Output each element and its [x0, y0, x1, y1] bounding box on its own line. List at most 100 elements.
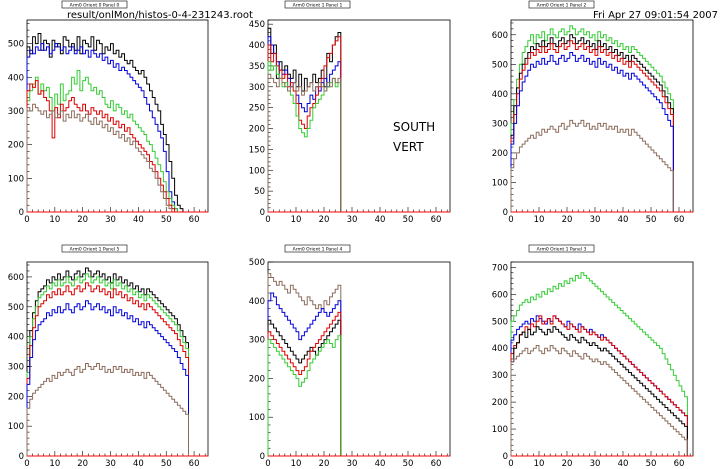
y-tick-label: 200	[8, 392, 24, 402]
timestamp-label: Fri Apr 27 09:01:54 2007	[593, 10, 719, 21]
histogram-series-red	[267, 311, 342, 456]
histogram-panel-4: Arm0 Orient 1 Panel 4 0 10 20 30 40 50 60 0 100 20…	[249, 244, 451, 469]
histogram-panel-0: Arm0 Orient 0 Panel 0 0 10 20 30 40 50 60 0 100 20…	[8, 0, 209, 225]
y-tick-label: 500	[249, 258, 265, 268]
histogram-series-green	[510, 272, 691, 457]
x-tick-label: 0	[508, 215, 513, 225]
histogram-series-brown	[510, 119, 691, 213]
y-tick-label: 100	[492, 178, 508, 188]
y-tick-label: 500	[8, 303, 24, 313]
histogram-series-blue	[510, 52, 691, 213]
x-tick-label: 50	[161, 215, 172, 225]
histogram-series-red	[510, 40, 691, 213]
x-tick-label: 40	[133, 459, 144, 469]
detector-label-line1: SOUTH	[393, 120, 436, 134]
x-tick-label: 60	[189, 459, 200, 469]
x-tick-label: 0	[24, 459, 29, 469]
detector-label-line2: VERT	[393, 140, 424, 154]
panel-title-box	[528, 0, 595, 9]
y-tick-label: 300	[492, 119, 508, 129]
y-tick-label: 200	[492, 398, 508, 408]
y-tick-label: 300	[249, 83, 265, 93]
y-tick-label: 500	[492, 60, 508, 70]
x-tick-label: 60	[674, 215, 685, 225]
panel-title-box	[284, 0, 351, 9]
histogram-panel-2: Arm0 Orient 1 Panel 2 0 10 20 30 40 50 60 0 100 20…	[492, 0, 694, 225]
y-tick-label: 50	[254, 187, 265, 197]
histogram-series-blue	[26, 43, 206, 213]
y-tick-label: 200	[249, 125, 265, 135]
y-tick-label: 200	[492, 149, 508, 159]
x-tick-label: 50	[646, 459, 657, 469]
y-tick-label: 100	[8, 422, 24, 432]
y-tick-label: 700	[492, 263, 508, 273]
histogram-series-black	[510, 34, 691, 213]
x-tick-label: 20	[562, 215, 573, 225]
y-tick-label: 0	[260, 452, 265, 462]
x-tick-label: 20	[319, 215, 330, 225]
panel-frame	[267, 19, 451, 213]
x-tick-label: 20	[77, 215, 88, 225]
y-tick-label: 0	[19, 208, 24, 218]
y-tick-label: 350	[249, 62, 265, 72]
y-tick-label: 400	[249, 41, 265, 51]
histogram-series-green	[267, 335, 342, 456]
histogram-series-green	[510, 25, 691, 213]
y-tick-label: 100	[8, 174, 24, 184]
x-tick-label: 40	[133, 215, 144, 225]
y-tick-label: 150	[249, 145, 265, 155]
y-tick-label: 300	[8, 362, 24, 372]
y-tick-label: 250	[249, 104, 265, 114]
x-tick-label: 10	[291, 215, 302, 225]
histogram-series-green	[26, 273, 206, 457]
panel-frame	[267, 261, 451, 457]
histogram-series-brown	[26, 103, 206, 213]
panel-title: Arm0 Orient 1 Panel 2	[537, 3, 587, 9]
x-tick-label: 10	[534, 215, 545, 225]
y-tick-label: 0	[503, 208, 508, 218]
x-tick-label: 30	[590, 459, 601, 469]
y-tick-label: 100	[249, 413, 265, 423]
histogram-series-red	[26, 80, 206, 213]
panel-frame	[26, 19, 209, 213]
x-tick-label: 50	[646, 215, 657, 225]
x-tick-label: 50	[403, 215, 414, 225]
x-tick-label: 0	[265, 215, 270, 225]
y-tick-label: 300	[8, 107, 24, 117]
x-tick-label: 40	[618, 215, 629, 225]
x-tick-label: 20	[562, 459, 573, 469]
panel-frame	[510, 19, 694, 213]
x-tick-label: 0	[265, 459, 270, 469]
x-tick-label: 30	[590, 215, 601, 225]
histogram-series-green	[26, 70, 206, 213]
x-tick-label: 40	[375, 215, 386, 225]
x-tick-label: 20	[319, 459, 330, 469]
x-tick-label: 10	[49, 215, 60, 225]
x-tick-label: 60	[431, 459, 442, 469]
histogram-panel-3: Arm0 Orient 1 Panel 30 10 20 30 40 50 60010020…	[492, 244, 694, 469]
y-tick-label: 200	[8, 141, 24, 151]
x-tick-label: 10	[49, 459, 60, 469]
x-tick-label: 40	[618, 459, 629, 469]
root-file-label: result/onlMon/histos-0-4-231243.root	[67, 10, 253, 21]
histogram-series-brown	[26, 363, 206, 457]
histogram-series-black	[510, 326, 691, 457]
y-tick-label: 400	[249, 297, 265, 307]
histogram-series-blue	[26, 300, 206, 457]
y-tick-label: 400	[8, 73, 24, 83]
y-tick-label: 0	[260, 208, 265, 218]
x-tick-label: 60	[674, 459, 685, 469]
x-tick-label: 0	[508, 459, 513, 469]
histogram-series-blue	[267, 292, 342, 456]
panel-title-box	[284, 244, 351, 253]
y-tick-label: 100	[249, 166, 265, 176]
x-tick-label: 60	[431, 215, 442, 225]
y-tick-label: 0	[19, 452, 24, 462]
histogram-series-black	[267, 319, 342, 456]
y-tick-label: 500	[492, 317, 508, 327]
x-tick-label: 20	[77, 459, 88, 469]
y-tick-label: 400	[492, 344, 508, 354]
histogram-series-black	[26, 267, 206, 457]
histogram-series-brown	[267, 273, 342, 456]
